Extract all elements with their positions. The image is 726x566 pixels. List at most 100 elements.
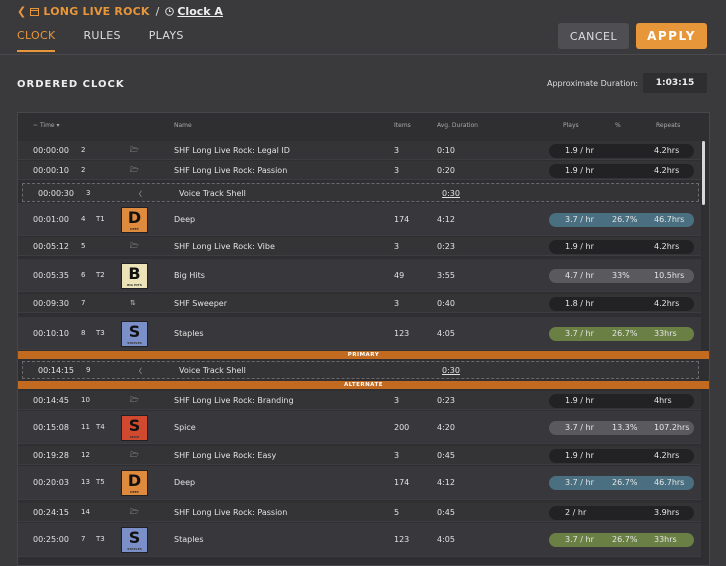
table-row[interactable]: 00:25:00 7 T3 S STAPLES Staples 123 4:05 3.7 / h… [18, 523, 701, 557]
row-repeats: 107.2hrs [654, 423, 690, 432]
tab-clock[interactable]: CLOCK [17, 29, 56, 52]
tab-bar: CLOCK RULES PLAYS [17, 29, 212, 52]
row-avg-duration: 4:12 [437, 478, 455, 487]
row-repeats: 4.2hrs [654, 299, 680, 308]
row-avg-duration: 0:40 [437, 299, 455, 308]
row-position: 5 [81, 242, 86, 250]
row-name: SHF Long Live Rock: Branding [174, 396, 294, 405]
stats-pill: 1.9 / hr 4hrs [549, 394, 694, 408]
cancel-button[interactable]: CANCEL [558, 23, 629, 49]
row-repeats: 4.2hrs [654, 146, 680, 155]
row-avg-duration: 0:23 [437, 396, 455, 405]
tab-rules[interactable]: RULES [83, 29, 121, 42]
row-plays: 1.9 / hr [565, 242, 594, 251]
badge-label: BIG HITS [127, 283, 142, 287]
row-plays: 2 / hr [565, 508, 587, 517]
row-repeats: 4.2hrs [654, 166, 680, 175]
row-plays: 3.7 / hr [565, 478, 594, 487]
table-row[interactable]: 00:00:30 3 〈 Voice Track Shell 0:30 [22, 183, 699, 202]
badge-letter: S [128, 528, 141, 547]
badge-letter: S [128, 322, 141, 341]
stats-pill: 2 / hr 3.9hrs [549, 506, 694, 520]
badge-letter: S [128, 416, 141, 435]
row-position: 7 [81, 299, 86, 307]
folder-icon: 🗁 [130, 242, 139, 250]
row-position: 10 [81, 396, 90, 404]
row-percent: 26.7% [612, 215, 638, 224]
row-position: 12 [81, 451, 90, 459]
tab-plays[interactable]: PLAYS [148, 29, 184, 42]
folder-icon: 🗁 [130, 508, 139, 516]
row-plays: 1.9 / hr [565, 166, 594, 175]
row-avg-duration: 0:10 [437, 146, 455, 155]
alternate-band: ALTERNATE [18, 381, 709, 389]
table-row[interactable]: 00:10:10 8 T3 S STAPLES Staples 123 4:05 3.7 / h… [18, 317, 701, 350]
row-time: 00:25:00 [33, 535, 69, 544]
row-time: 00:19:28 [33, 451, 69, 460]
table-row[interactable]: 00:05:12 5 🗁 SHF Long Live Rock: Vibe 3 0:23 1… [18, 237, 701, 256]
folder-icon: 🗁 [130, 146, 139, 154]
row-time: 00:14:15 [38, 366, 74, 375]
stats-pill: 1.9 / hr 4.2hrs [549, 240, 694, 254]
stats-pill: 4.7 / hr 33% 10.5hrs [549, 269, 694, 283]
breadcrumb-current-label: Clock A [177, 5, 223, 18]
row-position: 2 [81, 166, 86, 174]
folder-icon: 🗁 [130, 166, 139, 174]
row-name: Big Hits [174, 271, 205, 280]
row-items: 123 [394, 329, 410, 338]
breadcrumb: ❮ LONG LIVE ROCK / Clock A [17, 5, 223, 18]
badge-label: DEEP [130, 490, 139, 494]
row-position: 6 [81, 271, 86, 279]
table-row[interactable]: 00:05:35 6 T2 B BIG HITS Big Hits 49 3:55 4.7 / … [18, 259, 701, 292]
row-plays: 4.7 / hr [565, 271, 594, 280]
table-row[interactable]: 00:00:00 2 🗁 SHF Long Live Rock: Legal ID 3 0… [18, 141, 701, 160]
row-plays: 1.9 / hr [565, 146, 594, 155]
table-row[interactable]: 00:15:08 11 T4 S SPICE Spice 200 4:20 3.7 / hr 13… [18, 411, 701, 444]
row-time: 00:05:35 [33, 271, 69, 280]
stats-pill: 1.9 / hr 4.2hrs [549, 164, 694, 178]
apply-button[interactable]: APPLY [636, 23, 707, 49]
category-badge: D DEEP [121, 470, 148, 496]
row-name: SHF Long Live Rock: Vibe [174, 242, 275, 251]
table-row[interactable]: 00:00:10 2 🗁 SHF Long Live Rock: Passion 3 0:… [18, 161, 701, 180]
table-row[interactable]: 00:14:45 10 🗁 SHF Long Live Rock: Branding 3… [18, 391, 701, 410]
row-items: 174 [394, 478, 410, 487]
badge-label: STAPLES [127, 547, 142, 551]
row-avg-duration: 0:30 [442, 366, 460, 375]
row-name: Deep [174, 478, 196, 487]
table-row[interactable]: 00:01:00 4 T1 D DEEP Deep 174 4:12 3.7 / hr 26.7%… [18, 203, 701, 236]
row-repeats: 33hrs [654, 329, 677, 338]
row-percent: 26.7% [612, 478, 638, 487]
table-row[interactable]: 00:14:15 9 〈 Voice Track Shell 0:30 [22, 361, 699, 379]
row-items: 174 [394, 215, 410, 224]
row-name: Deep [174, 215, 196, 224]
table-row[interactable]: 00:20:03 13 T5 D DEEP Deep 174 4:12 3.7 / hr 26.7… [18, 466, 701, 500]
table-row[interactable]: 00:09:30 7 ⇅ SHF Sweeper 3 0:40 1.8 / hr 4.2hrs [18, 294, 701, 313]
table-row[interactable]: 00:24:15 14 🗁 SHF Long Live Rock: Passion 5 0… [18, 503, 701, 522]
row-position: 14 [81, 508, 90, 516]
row-position: 7 [81, 535, 86, 543]
duration-label: Approximate Duration: [547, 79, 639, 88]
row-time: 00:24:15 [33, 508, 69, 517]
chevron-left-icon: ❮ [17, 5, 27, 18]
scrollbar[interactable] [702, 141, 705, 205]
breadcrumb-current[interactable]: Clock A [165, 5, 223, 18]
row-items: 5 [394, 508, 400, 517]
column-header-items: Items [394, 122, 411, 129]
row-avg-duration: 0:45 [437, 508, 455, 517]
category-badge: D DEEP [121, 207, 148, 233]
row-name: Voice Track Shell [179, 366, 246, 375]
row-tier: T4 [96, 423, 105, 431]
stats-pill: 1.9 / hr 4.2hrs [549, 449, 694, 463]
table-row[interactable]: 00:19:28 12 🗁 SHF Long Live Rock: Easy 3 0:45… [18, 446, 701, 465]
category-badge: B BIG HITS [121, 263, 148, 289]
clock-table: ~ Time ▾ Name Items Avg. Duration Plays … [17, 112, 710, 566]
row-plays: 1.9 / hr [565, 396, 594, 405]
row-avg-duration: 0:20 [437, 166, 455, 175]
breadcrumb-back-link[interactable]: ❮ LONG LIVE ROCK [17, 5, 150, 18]
row-repeats: 4hrs [654, 396, 672, 405]
column-header-time[interactable]: ~ Time ▾ [33, 122, 60, 129]
row-items: 49 [394, 271, 405, 280]
row-time: 00:05:12 [33, 242, 69, 251]
badge-letter: B [128, 264, 141, 283]
